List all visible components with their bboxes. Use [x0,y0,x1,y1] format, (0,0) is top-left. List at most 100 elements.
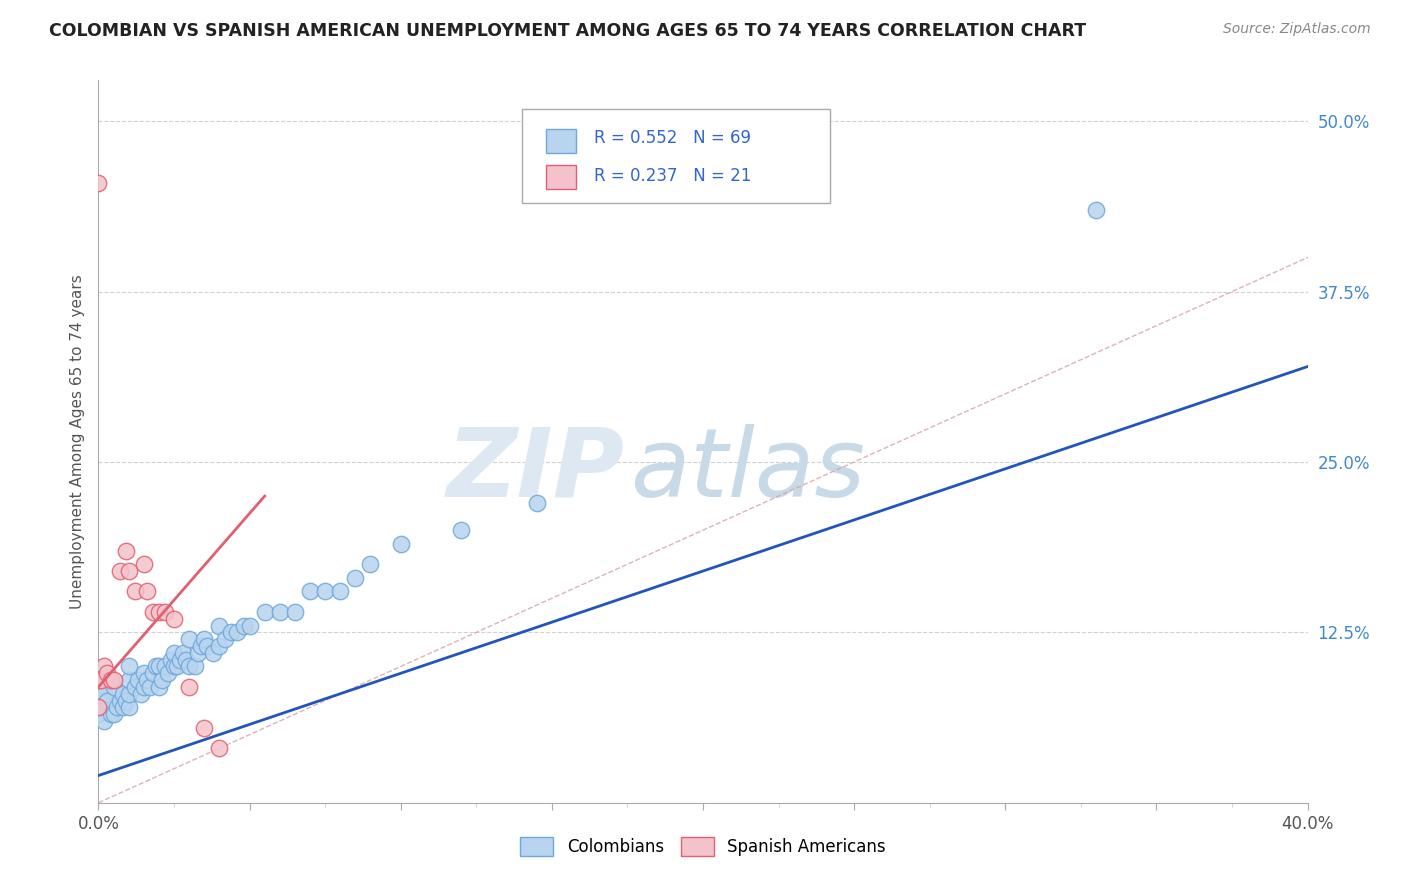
Point [269,605,291,619]
Point [124,584,146,599]
Point [132,558,155,572]
Point [208,618,231,632]
Point [90,700,112,714]
Point [190,639,212,653]
Legend: Colombians, Spanish Americans: Colombians, Spanish Americans [513,830,893,863]
Point [1085,202,1108,217]
FancyBboxPatch shape [546,129,576,153]
Point [169,653,191,667]
Point [389,537,412,551]
Point [253,605,276,619]
Point [142,605,165,619]
Point [105,700,128,714]
Point [179,680,201,694]
Point [108,693,131,707]
Point [87,176,110,190]
Point [166,659,188,673]
Point [193,632,215,647]
Point [87,673,110,687]
Point [90,673,112,687]
Point [163,646,186,660]
Point [208,639,231,653]
Text: COLOMBIAN VS SPANISH AMERICAN UNEMPLOYMENT AMONG AGES 65 TO 74 YEARS CORRELATION: COLOMBIAN VS SPANISH AMERICAN UNEMPLOYME… [49,22,1087,40]
Point [226,625,249,640]
Point [221,625,243,640]
Point [187,646,209,660]
Point [118,673,141,687]
Point [100,707,122,722]
Point [87,707,110,722]
Point [90,687,112,701]
Point [184,659,207,673]
Point [163,612,186,626]
Point [96,666,118,681]
Point [193,721,215,735]
Point [284,605,307,619]
Point [153,659,176,673]
Point [174,653,197,667]
Point [103,680,125,694]
Point [172,646,194,660]
Point [232,618,254,632]
Point [118,700,141,714]
Point [145,659,167,673]
Point [132,666,155,681]
Point [93,687,115,701]
Point [202,646,225,660]
Text: R = 0.552   N = 69: R = 0.552 N = 69 [595,129,751,147]
Point [142,666,165,681]
Point [195,639,218,653]
Point [148,680,170,694]
Point [108,564,131,578]
Point [360,558,382,572]
Point [103,673,125,687]
Point [87,700,110,714]
Point [93,659,115,673]
FancyBboxPatch shape [546,165,576,189]
Point [135,673,157,687]
Text: Source: ZipAtlas.com: Source: ZipAtlas.com [1223,22,1371,37]
Point [344,571,367,585]
Point [208,741,231,756]
Point [314,584,336,599]
Text: atlas: atlas [630,424,866,517]
Point [139,680,162,694]
Point [150,673,173,687]
Point [87,700,110,714]
Point [179,632,201,647]
Point [526,496,548,510]
Point [329,584,352,599]
Point [450,523,472,537]
Point [214,632,236,647]
Point [148,605,170,619]
Point [111,687,134,701]
Point [118,659,141,673]
Point [132,680,155,694]
Text: R = 0.237   N = 21: R = 0.237 N = 21 [595,167,752,185]
Point [135,584,157,599]
Point [96,693,118,707]
Point [118,687,141,701]
Y-axis label: Unemployment Among Ages 65 to 74 years: Unemployment Among Ages 65 to 74 years [69,274,84,609]
Point [160,653,183,667]
Point [100,673,122,687]
Point [114,543,136,558]
Point [153,605,176,619]
Point [118,564,141,578]
Point [156,666,179,681]
Point [103,707,125,722]
Point [179,659,201,673]
Point [127,673,149,687]
Point [87,687,110,701]
Point [124,680,146,694]
Point [163,659,186,673]
Point [114,693,136,707]
Point [93,714,115,728]
Text: ZIP: ZIP [447,424,624,517]
Point [239,618,262,632]
FancyBboxPatch shape [522,109,830,203]
Point [299,584,322,599]
Point [148,659,170,673]
Point [111,700,134,714]
Point [129,687,152,701]
